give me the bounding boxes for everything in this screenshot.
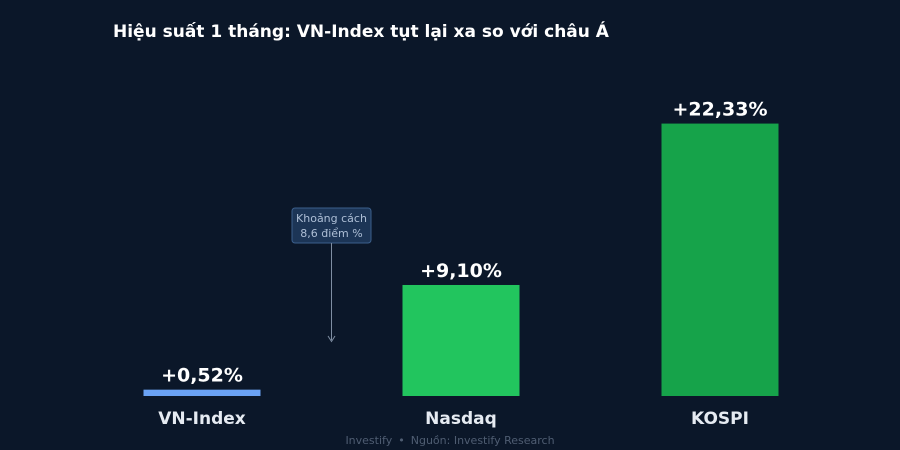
bar-kospi — [661, 123, 779, 396]
annotation-arrow-head — [327, 335, 336, 343]
annotation-line-1: Khoảng cách — [296, 212, 367, 225]
annotation-line-2: 8,6 điểm % — [300, 227, 362, 240]
chart-title: Hiệu suất 1 tháng: VN-Index tụt lại xa s… — [113, 22, 609, 42]
footer-separator: • — [398, 434, 405, 447]
bar-value-label: +22,33% — [672, 99, 767, 121]
footer-source: Nguồn: Investify Research — [410, 434, 555, 447]
category-label: Nasdaq — [425, 409, 497, 429]
category-label: KOSPI — [691, 409, 749, 429]
footer: Investify • Nguồn: Investify Research — [0, 434, 900, 447]
bar-value-label: +0,52% — [161, 365, 243, 387]
bars-layer: +0,52% VN-Index +9,10% Nasdaq +22,33% KOSPI — [143, 99, 779, 429]
footer-brand: Investify — [345, 434, 393, 447]
gap-annotation: Khoảng cách 8,6 điểm % — [291, 207, 372, 343]
category-label: VN-Index — [158, 409, 246, 429]
bar-nasdaq — [402, 284, 520, 396]
bar-vn-index — [143, 389, 261, 396]
bar-value-label: +9,10% — [420, 260, 502, 282]
